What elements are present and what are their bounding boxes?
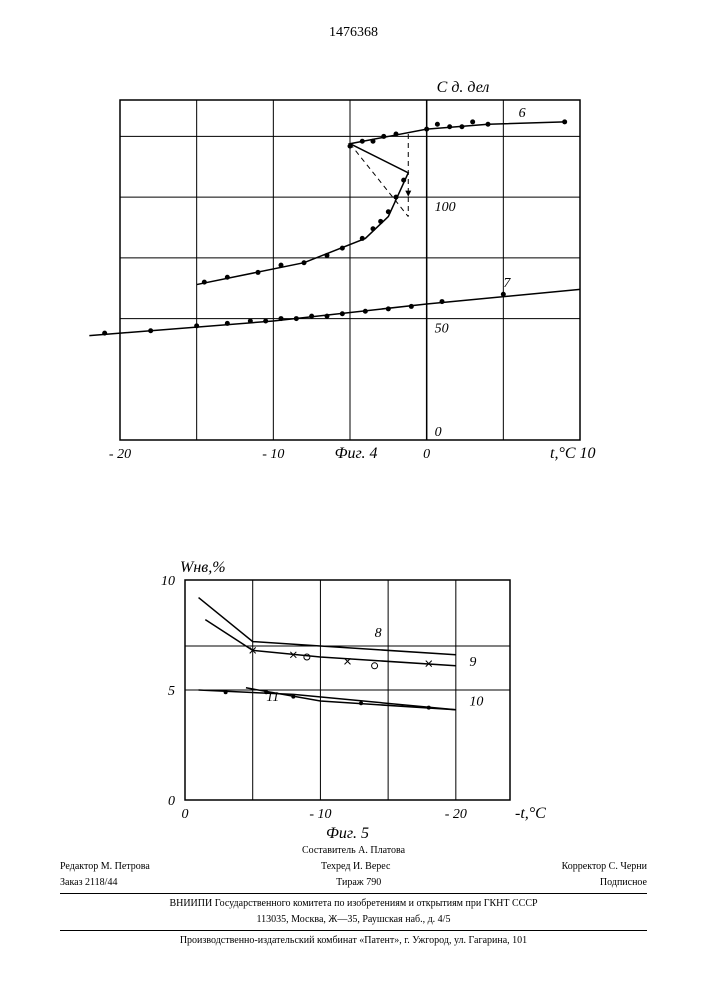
figure-4: - 20 - 10 00 50 100 С д. дел t,°C 10 Фиг. 4 6 7 bbox=[80, 70, 600, 500]
footer-tirage: Тираж 790 bbox=[336, 876, 381, 890]
svg-text:- 10: - 10 bbox=[309, 807, 331, 822]
svg-text:9: 9 bbox=[469, 655, 476, 670]
svg-text:- 20: - 20 bbox=[445, 807, 467, 822]
footer-subscription: Подписное bbox=[600, 876, 647, 890]
svg-text:0: 0 bbox=[182, 807, 189, 822]
svg-text:7: 7 bbox=[503, 276, 511, 291]
footer-l1: ВНИИПИ Государственного комитета по изоб… bbox=[60, 897, 647, 911]
svg-text:- 20: - 20 bbox=[109, 447, 131, 462]
page-number: 1476368 bbox=[0, 25, 707, 41]
footer-editor: Редактор М. Петрова bbox=[60, 860, 150, 874]
footer-l3: Производственно-издательский комбинат «П… bbox=[60, 934, 647, 948]
svg-text:8: 8 bbox=[375, 626, 382, 641]
footer-l2: 113035, Москва, Ж—35, Раушская наб., д. … bbox=[60, 913, 647, 927]
svg-text:0: 0 bbox=[435, 425, 442, 440]
svg-text:5: 5 bbox=[168, 684, 175, 699]
footer: Составитель А. Платова Редактор М. Петро… bbox=[60, 844, 647, 950]
svg-text:Фиг. 5: Фиг. 5 bbox=[326, 825, 369, 842]
footer-order: Заказ 2118/44 bbox=[60, 876, 117, 890]
svg-text:С д. дел: С д. дел bbox=[437, 79, 490, 96]
figure-5: 0 - 10 - 20 0 5 10 Wнв,% -t,°C Фиг. 5 8 9 10 11 bbox=[130, 550, 550, 850]
svg-text:10: 10 bbox=[469, 694, 483, 709]
footer-tech: Техред И. Верес bbox=[321, 860, 390, 874]
svg-text:11: 11 bbox=[266, 690, 279, 705]
svg-text:Wнв,%: Wнв,% bbox=[180, 559, 226, 576]
svg-text:10: 10 bbox=[161, 574, 175, 589]
svg-text:100: 100 bbox=[435, 200, 456, 215]
footer-compiler: Составитель А. Платова bbox=[60, 844, 647, 858]
svg-text:50: 50 bbox=[435, 322, 449, 337]
svg-text:6: 6 bbox=[519, 106, 526, 121]
svg-text:t,°C 10: t,°C 10 bbox=[550, 445, 596, 462]
svg-text:-t,°C: -t,°C bbox=[515, 805, 546, 822]
footer-corrector: Корректор С. Черни bbox=[562, 860, 647, 874]
svg-text:- 10: - 10 bbox=[262, 447, 284, 462]
svg-text:0: 0 bbox=[423, 447, 430, 462]
svg-text:Фиг. 4: Фиг. 4 bbox=[335, 445, 378, 462]
svg-text:0: 0 bbox=[168, 794, 175, 809]
